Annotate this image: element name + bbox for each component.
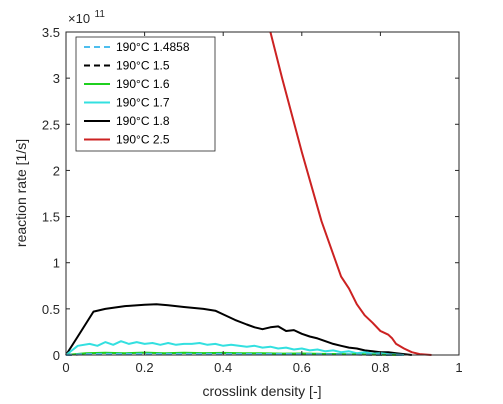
- y-tick-label: 1.5: [42, 210, 60, 225]
- y-tick-label: 2: [53, 163, 60, 178]
- legend-box: [75, 36, 216, 152]
- y-multiplier: ×10 11: [68, 9, 105, 27]
- x-axis-ticks: 0 0.2 0.4 0.6 0.8 1: [62, 32, 463, 375]
- x-tick-label: 0.6: [293, 360, 311, 375]
- legend: 190°C 1.4858 190°C 1.5 190°C 1.6 190°C 1.7 1…: [75, 36, 216, 152]
- legend-label-1: 190°C 1.5: [116, 59, 170, 73]
- legend-label-2: 190°C 1.6: [116, 77, 170, 91]
- series-line-5: [269, 31, 432, 356]
- legend-label-0: 190°C 1.4858: [116, 40, 190, 54]
- x-tick-label: 0: [62, 360, 69, 375]
- legend-label-3: 190°C 1.7: [116, 96, 170, 110]
- y-axis-ticks: 0 0.5 1 1.5 2 2.5 3 3.5: [42, 25, 459, 363]
- x-tick-label: 0.4: [214, 360, 232, 375]
- x-tick-label: 0.8: [371, 360, 389, 375]
- y-tick-label: 1: [53, 256, 60, 271]
- x-tick-label: 0.2: [136, 360, 154, 375]
- legend-label-4: 190°C 1.8: [116, 114, 170, 128]
- y-axis-label: reaction rate [1/s]: [13, 139, 29, 247]
- x-axis-label: crosslink density [-]: [202, 383, 321, 399]
- x-tick-label: 1: [455, 360, 462, 375]
- legend-label-5: 190°C 2.5: [116, 133, 170, 147]
- y-tick-label: 3: [53, 71, 60, 86]
- series-line-4: [65, 303, 412, 356]
- series-layer: [65, 31, 432, 356]
- axes-box: [65, 31, 460, 356]
- y-tick-label: 2.5: [42, 117, 60, 132]
- series-line-3: [65, 340, 405, 356]
- y-multiplier-base: ×10: [68, 11, 90, 26]
- y-multiplier-exponent: 11: [95, 9, 106, 20]
- y-tick-label: 0: [53, 348, 60, 363]
- y-tick-label: 3.5: [42, 25, 60, 40]
- y-tick-label: 0.5: [42, 302, 60, 317]
- series-line-0: [65, 352, 405, 356]
